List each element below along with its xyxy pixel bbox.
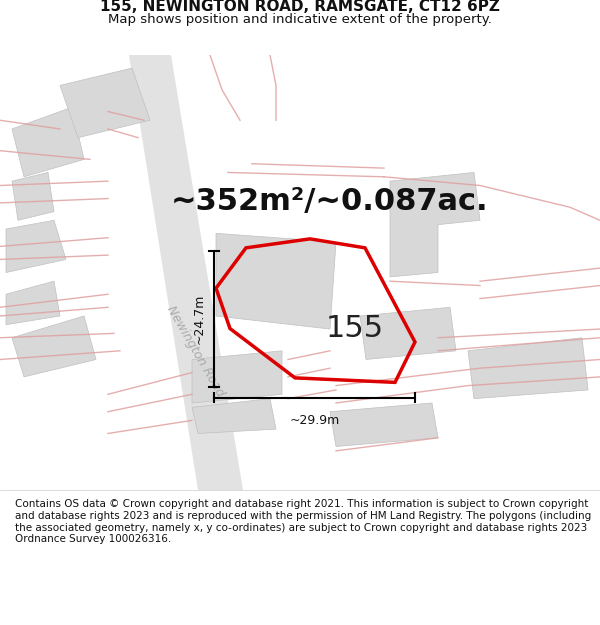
Text: Newington Road: Newington Road (164, 303, 226, 399)
Polygon shape (216, 233, 336, 329)
Text: ~29.9m: ~29.9m (289, 414, 340, 427)
Polygon shape (468, 338, 588, 399)
Text: 155, NEWINGTON ROAD, RAMSGATE, CT12 6PZ: 155, NEWINGTON ROAD, RAMSGATE, CT12 6PZ (100, 0, 500, 14)
Polygon shape (192, 351, 282, 403)
Polygon shape (12, 107, 84, 177)
Text: ~352m²/~0.087ac.: ~352m²/~0.087ac. (171, 187, 489, 216)
Text: Map shows position and indicative extent of the property.: Map shows position and indicative extent… (108, 12, 492, 26)
Text: 155: 155 (326, 314, 384, 343)
Text: ~24.7m: ~24.7m (193, 294, 206, 344)
Polygon shape (390, 173, 480, 277)
Polygon shape (12, 173, 54, 220)
Polygon shape (360, 308, 456, 359)
Polygon shape (60, 68, 150, 138)
Polygon shape (6, 281, 60, 325)
Polygon shape (330, 403, 438, 446)
Polygon shape (192, 399, 276, 434)
Polygon shape (129, 55, 243, 490)
Text: Contains OS data © Crown copyright and database right 2021. This information is : Contains OS data © Crown copyright and d… (15, 499, 591, 544)
Polygon shape (12, 316, 96, 377)
Polygon shape (6, 220, 66, 272)
